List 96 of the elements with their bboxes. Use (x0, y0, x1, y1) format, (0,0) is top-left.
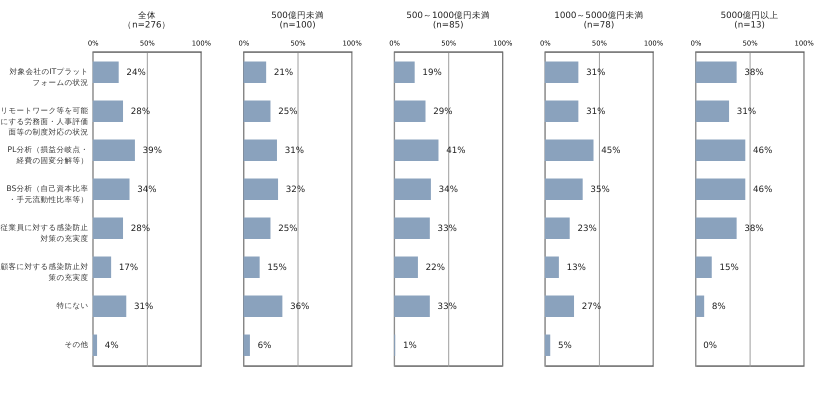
bar (92, 218, 124, 239)
chart-title: 500億円未満 (271, 10, 324, 21)
data-label: 35% (590, 185, 610, 196)
chart-subtitle: (n=13) (734, 20, 765, 31)
bar (243, 218, 270, 239)
data-label: 19% (422, 68, 442, 78)
data-label: 31% (736, 107, 756, 118)
bar (394, 178, 431, 200)
chart-title: 5000億円以上 (720, 10, 779, 21)
data-label: 15% (267, 263, 287, 274)
data-label: 46% (753, 146, 772, 156)
bar (696, 178, 746, 200)
data-label: 25% (278, 224, 298, 234)
data-label: 36% (290, 302, 310, 312)
data-label: 8% (712, 302, 726, 312)
bar (696, 140, 746, 161)
data-label: 31% (134, 302, 154, 312)
chart-title: 1000～5000億円未満 (554, 10, 644, 21)
bar (92, 178, 130, 200)
data-label: 24% (126, 68, 146, 78)
chart-title: 全体 (138, 10, 156, 21)
data-label: 33% (438, 302, 457, 312)
chart-title: 500～1000億円未満 (406, 10, 490, 21)
y-tick-label: 従業員に対する感染防止対策の充実度 (0, 223, 88, 243)
y-tick-label: その他 (64, 340, 88, 350)
data-label: 34% (438, 185, 458, 196)
bar (243, 178, 278, 200)
data-label: 5% (558, 341, 572, 352)
data-label: 23% (577, 224, 597, 234)
data-label: 34% (137, 185, 157, 196)
data-label: 33% (438, 224, 457, 234)
y-tick-label: 対象会社のITプラットフォームの状況 (9, 67, 88, 87)
data-label: 31% (284, 146, 304, 156)
bar (243, 62, 266, 83)
bar (394, 62, 415, 83)
data-label: 38% (744, 68, 764, 78)
y-tick-label: BS分析（自己資本比率・手元流動性比率等） (6, 184, 88, 204)
bar (92, 334, 98, 356)
bar (544, 100, 578, 122)
bar (696, 256, 712, 278)
bar (394, 140, 438, 161)
data-label: 0% (703, 341, 718, 352)
bar (394, 218, 430, 239)
bar (394, 296, 430, 317)
bar (394, 256, 418, 278)
y-tick-label: 顧客に対する感染防止対策の充実度 (0, 262, 88, 282)
bar (394, 100, 426, 122)
data-label: 28% (130, 107, 150, 118)
data-label: 38% (744, 224, 764, 234)
chart-subtitle: (n=78) (584, 20, 614, 31)
bar (92, 296, 126, 317)
data-label: 4% (104, 341, 119, 352)
data-label: 25% (278, 107, 298, 118)
bar (243, 296, 282, 317)
bar (696, 100, 730, 122)
data-label: 31% (586, 68, 606, 78)
bar (544, 140, 594, 161)
data-label: 22% (426, 263, 445, 274)
bar (544, 256, 559, 278)
data-label: 39% (142, 146, 162, 156)
data-label: 15% (719, 263, 739, 274)
bar (544, 296, 574, 317)
y-tick-label: 特にない (56, 301, 88, 310)
bar (92, 100, 124, 122)
bar (544, 334, 550, 356)
y-tick-label: PL分析（損益分岐点・経費の固変分解等） (7, 145, 88, 165)
data-label: 27% (582, 302, 602, 312)
bar (544, 178, 583, 200)
data-label: 1% (402, 341, 417, 352)
data-label: 46% (753, 185, 772, 196)
y-tick-label: リモートワーク等を可能にする労務面・人事評価面等の制度対応の状況 (0, 106, 88, 136)
data-label: 21% (274, 68, 294, 78)
bar (544, 62, 578, 83)
bar (696, 296, 704, 317)
data-label: 31% (586, 107, 606, 118)
bar (92, 62, 119, 83)
bar (243, 100, 270, 122)
bar (544, 218, 570, 239)
data-label: 17% (118, 263, 138, 274)
data-label: 32% (286, 185, 306, 196)
data-label: 41% (446, 146, 466, 156)
chart-subtitle: (n=100) (279, 20, 316, 31)
bar (243, 256, 260, 278)
bar (696, 62, 737, 83)
data-label: 6% (258, 341, 272, 352)
chart-subtitle: （n=276） (123, 20, 171, 31)
data-label: 29% (433, 107, 453, 118)
bar (243, 334, 250, 356)
data-label: 13% (566, 263, 586, 274)
data-label: 28% (130, 224, 150, 234)
bar (696, 218, 737, 239)
bar (243, 140, 277, 161)
data-label: 45% (601, 146, 621, 156)
bar (92, 256, 112, 278)
chart-subtitle: (n=85) (432, 20, 464, 31)
bar (92, 140, 135, 161)
